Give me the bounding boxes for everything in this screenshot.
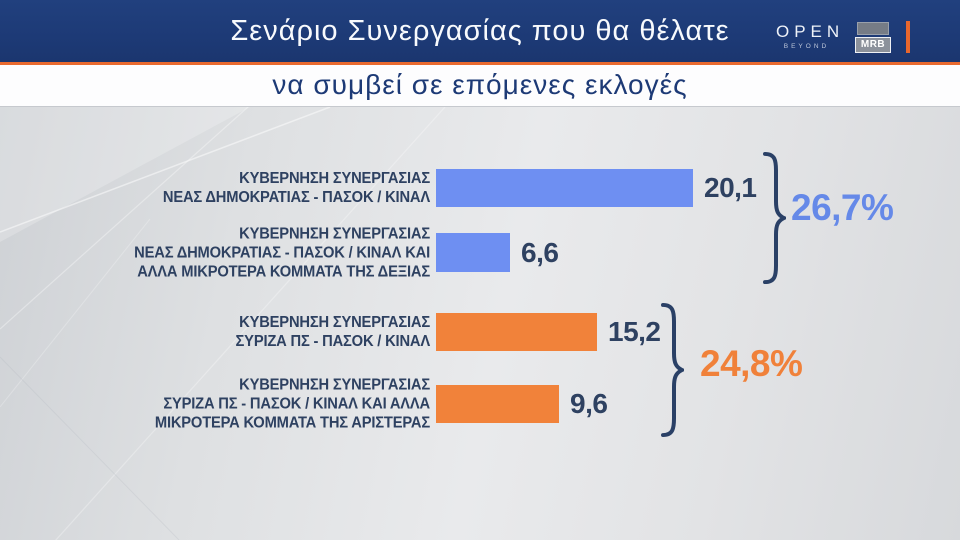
group-brace-nd-pasok: [763, 151, 786, 285]
header-divider: [0, 62, 960, 65]
group-total-syriza-pasok: 24,8%: [700, 343, 803, 384]
group-total-nd-pasok: 26,7%: [791, 187, 894, 228]
bar-value: 15,2: [608, 316, 661, 347]
mrb-logo: MRB: [855, 22, 891, 53]
bar-value: 20,1: [704, 172, 757, 203]
open-tv-logo: OPEN BEYOND: [771, 23, 839, 51]
group-brace-syriza-pasok: [661, 302, 684, 438]
open-logo-word: OPEN: [776, 22, 845, 41]
bar-value: 6,6: [521, 236, 559, 268]
page-subtitle: να συμβεί σε επόμενες εκλογές: [272, 69, 688, 100]
bar: [436, 169, 693, 207]
header-bar: Σενάριο Συνεργασίας που θα θέλατε OPEN B…: [0, 0, 960, 62]
mrb-logo-text: MRB: [855, 37, 891, 53]
chart-row: ΚΥΒΕΡΝΗΣΗ ΣΥΝΕΡΓΑΣΙΑΣ ΝΕΑΣ ΔΗΜΟΚΡΑΤΙΑΣ - …: [0, 169, 960, 207]
bar: [436, 233, 510, 272]
bar: [436, 313, 597, 351]
page-title: Σενάριο Συνεργασίας που θα θέλατε: [230, 15, 730, 47]
bar: [436, 385, 559, 423]
facet-background: [0, 107, 446, 540]
open-logo-tagline: BEYOND: [783, 43, 830, 50]
bar-label: ΚΥΒΕΡΝΗΣΗ ΣΥΝΕΡΓΑΣΙΑΣ ΝΕΑΣ ΔΗΜΟΚΡΑΤΙΑΣ - …: [134, 225, 431, 280]
chart-row: ΚΥΒΕΡΝΗΣΗ ΣΥΝΕΡΓΑΣΙΑΣ ΣΥΡΙΖΑ ΠΣ - ΠΑΣΟΚ /…: [0, 377, 960, 432]
bar-value: 9,6: [570, 388, 608, 419]
subtitle-band: να συμβεί σε επόμενες εκλογές: [0, 65, 960, 106]
accent-tick: [906, 21, 910, 53]
bar-label: ΚΥΒΕΡΝΗΣΗ ΣΥΝΕΡΓΑΣΙΑΣ ΣΥΡΙΖΑ ΠΣ - ΠΑΣΟΚ /…: [154, 376, 430, 432]
bar-label: ΚΥΒΕΡΝΗΣΗ ΣΥΝΕΡΓΑΣΙΑΣ ΣΥΡΙΖΑ ΠΣ - ΠΑΣΟΚ /…: [235, 314, 431, 350]
chart-row: ΚΥΒΕΡΝΗΣΗ ΣΥΝΕΡΓΑΣΙΑΣ ΝΕΑΣ ΔΗΜΟΚΡΑΤΙΑΣ - …: [0, 225, 960, 280]
bar-label: ΚΥΒΕΡΝΗΣΗ ΣΥΝΕΡΓΑΣΙΑΣ ΝΕΑΣ ΔΗΜΟΚΡΑΤΙΑΣ - …: [162, 170, 430, 206]
chart-row: ΚΥΒΕΡΝΗΣΗ ΣΥΝΕΡΓΑΣΙΑΣ ΣΥΡΙΖΑ ΠΣ - ΠΑΣΟΚ /…: [0, 313, 960, 351]
mrb-logo-block: [857, 22, 889, 35]
